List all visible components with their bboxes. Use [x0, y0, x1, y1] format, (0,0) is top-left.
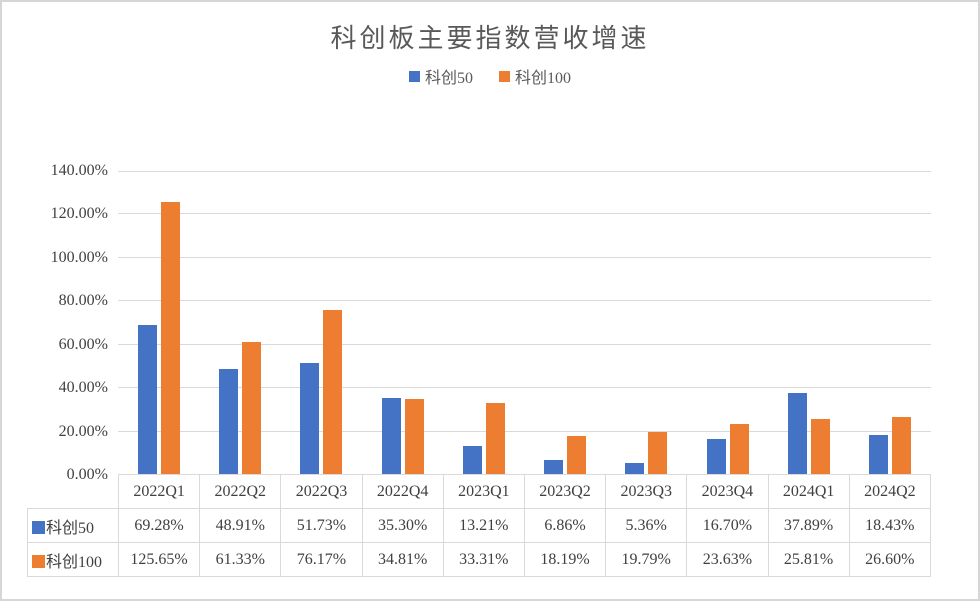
bar-series1-2024q2	[869, 435, 889, 475]
table-key-swatch-series1	[32, 520, 45, 534]
category-header-2024q2: 2024Q2	[848, 474, 932, 509]
y-axis-labels: 0.00% 20.00% 40.00% 60.00% 80.00% 100.00% 120.…	[2, 2, 108, 599]
category-header-2022q4: 2022Q4	[361, 474, 444, 509]
value-cell-series2-2024q2: 26.60%	[848, 542, 932, 577]
y-tick-label: 100.00%	[50, 248, 108, 266]
value-cell-series1-2023q3: 5.36%	[605, 508, 688, 543]
table-key-swatch-series2	[32, 554, 45, 568]
gridline	[118, 213, 931, 215]
legend-swatch-kechuang100	[499, 70, 510, 82]
value-cell-series2-2022q4: 34.81%	[361, 542, 444, 577]
plot-column-2023q3	[606, 171, 687, 475]
value-cell-series1-2022q4: 35.30%	[361, 508, 444, 543]
table-key-series2: 科创100	[27, 542, 119, 577]
category-header-2023q2: 2023Q2	[523, 474, 607, 509]
value-cell-series2-2022q2: 61.33%	[199, 542, 282, 577]
bar-series1-2023q4	[706, 438, 726, 475]
value-cell-series2-2023q4: 23.63%	[686, 542, 769, 577]
table-key-series1: 科创50	[27, 508, 119, 543]
plot-column-2022q3	[281, 171, 362, 475]
value-cell-series1-2024q2: 18.43%	[848, 508, 932, 543]
bar-series2-2023q4	[729, 423, 749, 475]
value-cell-series1-2022q1: 69.28%	[117, 508, 201, 543]
category-header-2023q1: 2023Q1	[442, 474, 525, 509]
value-cell-series2-2022q3: 76.17%	[280, 542, 363, 577]
plot-column-2022q2	[199, 171, 280, 475]
bar-series2-2024q2	[892, 417, 912, 475]
plot-area	[118, 171, 931, 475]
gridline	[118, 387, 931, 389]
value-cell-series1-2024q1: 37.89%	[767, 508, 850, 543]
legend-label-kechuang50: 科创50	[424, 70, 473, 87]
bar-series2-2022q1	[160, 202, 180, 475]
value-cell-series2-2023q1: 33.31%	[442, 542, 525, 577]
bar-series1-2023q1	[462, 446, 482, 475]
category-header-2022q2: 2022Q2	[199, 474, 282, 509]
table-corner-cell	[27, 474, 119, 509]
bar-series1-2023q2	[544, 460, 564, 475]
value-cell-series1-2022q2: 48.91%	[199, 508, 282, 543]
gridline	[118, 343, 931, 345]
gridline	[118, 256, 931, 258]
plot-column-2022q4	[362, 171, 443, 475]
value-cell-series2-2023q2: 18.19%	[523, 542, 607, 577]
plot-column-2023q1	[443, 171, 524, 475]
legend-item-kechuang100: 科创100	[499, 64, 571, 88]
bar-series2-2024q1	[811, 419, 831, 475]
y-tick-label: 60.00%	[58, 335, 108, 353]
bar-series2-2023q3	[648, 432, 668, 475]
bar-series1-2024q1	[788, 392, 808, 475]
category-header-2024q1: 2024Q1	[767, 474, 850, 509]
plot-column-2023q4	[687, 171, 768, 475]
value-cell-series2-2022q1: 125.65%	[117, 542, 201, 577]
bar-series1-2022q3	[300, 362, 320, 475]
value-cell-series1-2023q2: 6.86%	[523, 508, 607, 543]
data-table: 2022Q1 2022Q2 2022Q3 2022Q4 2023Q1 2023Q2 2023…	[27, 474, 932, 577]
table-row-series2: 科创100 125.65% 61.33% 76.17% 34.81% 33.31% 18.1…	[27, 542, 932, 577]
bar-series1-2022q4	[381, 398, 401, 475]
gridline	[118, 300, 931, 302]
bar-series2-2022q3	[323, 309, 343, 475]
y-tick-label: 80.00%	[58, 292, 108, 310]
legend-label-kechuang100: 科创100	[515, 70, 572, 87]
plot-column-2022q1	[118, 171, 199, 475]
bar-series2-2023q2	[567, 435, 587, 475]
bar-series1-2023q3	[625, 463, 645, 475]
plot-column-2023q2	[524, 171, 605, 475]
bar-series2-2022q2	[241, 341, 261, 475]
y-tick-label: 20.00%	[58, 422, 108, 440]
legend-swatch-kechuang50	[408, 70, 420, 82]
value-cell-series2-2023q3: 19.79%	[605, 542, 688, 577]
y-tick-label: 40.00%	[58, 379, 108, 397]
category-header-2023q3: 2023Q3	[605, 474, 688, 509]
value-cell-series1-2023q4: 16.70%	[686, 508, 769, 543]
value-cell-series1-2023q1: 13.21%	[442, 508, 525, 543]
gridline	[118, 430, 931, 432]
legend-item-kechuang50: 科创50	[408, 64, 473, 88]
chart-title: 科创板主要指数营收增速	[330, 24, 650, 53]
y-tick-label: 120.00%	[50, 205, 108, 223]
value-cell-series1-2022q3: 51.73%	[280, 508, 363, 543]
bar-series2-2022q4	[404, 399, 424, 475]
table-header-row: 2022Q1 2022Q2 2022Q3 2022Q4 2023Q1 2023Q2 2023…	[27, 474, 932, 509]
category-header-2022q1: 2022Q1	[117, 474, 201, 509]
table-row-series1: 科创50 69.28% 48.91% 51.73% 35.30% 13.21% 6.86% 5…	[27, 508, 932, 543]
plot-column-2024q1	[768, 171, 849, 475]
bar-series1-2022q2	[218, 368, 238, 475]
value-cell-series2-2024q1: 25.81%	[767, 542, 850, 577]
bar-series2-2023q1	[485, 402, 505, 475]
chart-legend: 科创50 科创100	[2, 64, 978, 88]
bar-series1-2022q1	[137, 324, 157, 475]
plot-column-2024q2	[850, 171, 931, 475]
category-header-2023q4: 2023Q4	[686, 474, 769, 509]
category-header-2022q3: 2022Q3	[280, 474, 363, 509]
gridline	[118, 171, 931, 172]
y-tick-label: 140.00%	[50, 162, 108, 179]
